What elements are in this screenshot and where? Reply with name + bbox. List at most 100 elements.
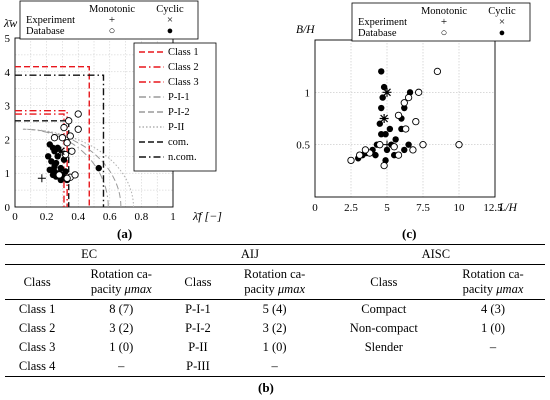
grid (315, 40, 495, 197)
chart-c: 0 2.5 5 7.5 10 12.5 0.5 1 B/H L/H Monotonic Cyclic E… (296, 2, 531, 214)
legend-line-label: n.com. (168, 152, 197, 163)
boundary-com- (15, 120, 70, 207)
legend-symbol-monotonic: ○ (441, 27, 448, 39)
data-point-open (50, 134, 59, 142)
data-point-filled (95, 164, 102, 172)
data-point-filled (382, 131, 389, 138)
x-tick-label: 0.8 (135, 211, 149, 223)
data-point-open (65, 117, 73, 125)
boundary-class-1 (15, 66, 90, 207)
x-tick-label: 10 (454, 202, 466, 214)
plot-frame (314, 39, 496, 198)
data-point-cross (382, 87, 392, 97)
group-aij: AIJ (173, 244, 327, 265)
legend-symbol-cyclic: ● (499, 27, 506, 39)
table-row: Class 4– P-III – (5, 357, 545, 377)
data-point-open (361, 146, 370, 154)
y-tick-label: 2 (5, 134, 11, 146)
data-point-open (433, 67, 442, 76)
x-axis-label: λ̄f [−] (192, 209, 222, 223)
data-point-open (74, 125, 82, 133)
y-tick-label: 0 (5, 202, 11, 214)
data-point-open (390, 143, 398, 151)
data-point-filled (392, 136, 399, 143)
data-point-filled (378, 68, 385, 75)
data-point-filled (378, 104, 385, 112)
data-point-cross (56, 146, 66, 156)
data-point-open (71, 171, 79, 179)
boundary-p-i-2 (22, 128, 122, 208)
data-point-open (380, 161, 388, 170)
data-point-filled (401, 104, 408, 112)
legend-row-label: Database (358, 28, 397, 39)
legend-symbol-monotonic: + (441, 16, 447, 28)
caption-a: (a) (117, 226, 133, 241)
data-point-filled (51, 163, 58, 170)
x-tick-label: 2.5 (344, 202, 358, 214)
line-legend-frame (133, 42, 217, 172)
data-point-filled (44, 153, 52, 160)
data-point-open (66, 132, 74, 140)
data-point-filled (383, 146, 391, 154)
x-tick-label: 0.6 (103, 211, 117, 223)
data-point-filled (380, 83, 388, 91)
legend-col-cyclic: Cyclic (156, 4, 184, 15)
legend-row-label: Database (26, 26, 65, 37)
legend-row-label: Experiment (26, 15, 75, 26)
y-tick-label: 1 (5, 168, 11, 180)
data-point-filled (405, 141, 412, 148)
data-point-open (63, 139, 71, 147)
legend-symbol-cyclic: ● (167, 25, 174, 37)
data-point-open (55, 171, 63, 179)
class-table-wrap: EC AIJ AISC Class Rotation ca-pacity μma… (5, 244, 545, 377)
y-tick-label: 0.5 (296, 140, 310, 152)
data-point-filled (49, 171, 57, 179)
x-tick-label: 12.5 (483, 202, 503, 214)
y-tick-label: 4 (5, 67, 11, 79)
data-point-cross (379, 114, 389, 123)
legend-line-label: Class 1 (168, 47, 199, 58)
data-point-open (412, 117, 420, 126)
x-tick-label: 0 (12, 211, 18, 223)
header-class-aisc: Class (326, 264, 442, 300)
x-tick-label: 0.4 (71, 211, 85, 223)
y-axis-label: B/H (296, 24, 315, 36)
legend-frame (19, 0, 199, 40)
data-point-filled (372, 151, 379, 159)
data-point-filled (376, 120, 383, 127)
legend-line-label: Class 3 (168, 77, 199, 88)
header-rotation-aij: Rotation ca-pacity μmax (222, 264, 327, 300)
legend-line-label: Class 2 (168, 62, 199, 73)
legend-col-monotonic: Monotonic (421, 6, 467, 17)
data-point-filled (401, 146, 408, 154)
legend-line-label: P-I-2 (168, 107, 190, 118)
marker-legend: Monotonic Cyclic Experiment + × Database ○ ● (19, 0, 199, 40)
data-point-open (74, 110, 82, 118)
data-point-open (404, 93, 413, 102)
data-point-open (376, 141, 384, 149)
class-table: EC AIJ AISC Class Rotation ca-pacity μma… (5, 244, 545, 377)
line-legend: Class 1 Class 2 Class 3 P-I-1 P-I-2 P-II com. n… (133, 42, 217, 172)
points (37, 110, 102, 184)
data-point-open (394, 151, 403, 159)
y-tick-label: 3 (5, 101, 11, 113)
data-point-open (402, 125, 410, 133)
data-point-plus (37, 174, 46, 183)
data-point-open (415, 88, 423, 96)
group-ec: EC (5, 244, 174, 265)
data-point-filled (386, 125, 394, 133)
boundary-p-i-1 (22, 128, 109, 207)
legend-col-monotonic: Monotonic (89, 4, 135, 15)
data-point-filled (54, 153, 61, 160)
legend-line-label: P-I-1 (168, 92, 190, 103)
data-point-open (347, 156, 355, 165)
boundary-class-3 (15, 113, 65, 207)
legend-row-label: Experiment (358, 17, 407, 28)
data-point-open (68, 147, 76, 155)
x-tick-label: 5 (384, 202, 390, 214)
data-point-filled (57, 164, 65, 172)
boundary-p-ii (22, 128, 134, 208)
points (347, 67, 463, 170)
